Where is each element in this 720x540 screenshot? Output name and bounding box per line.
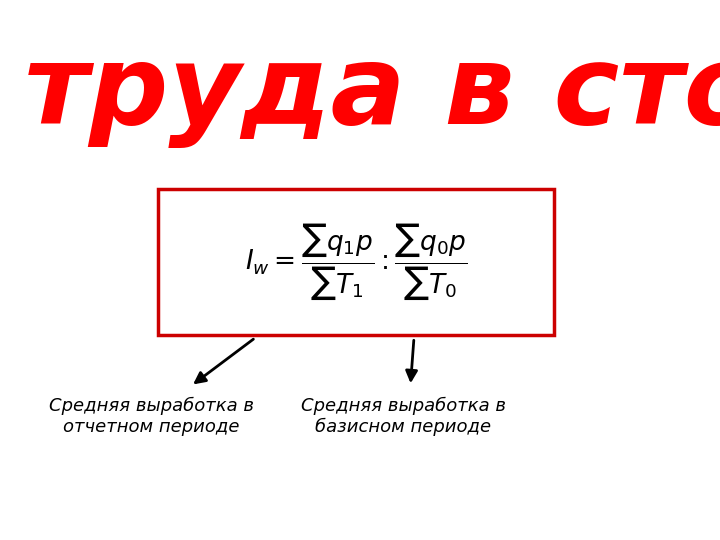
- Text: Средняя выработка в
отчетном периоде: Средняя выработка в отчетном периоде: [49, 397, 253, 436]
- FancyBboxPatch shape: [158, 189, 554, 335]
- Text: Сводный индекс производительности труда в стоимостном выражении (по выработке): Сводный индекс производительности труда …: [0, 36, 720, 147]
- Text: Средняя выработка в
базисном периоде: Средняя выработка в базисном периоде: [301, 397, 505, 436]
- Text: $\mathit{I_w} = \dfrac{\sum \mathit{q_1 p}}{\sum \mathit{T_1}} : \dfrac{\sum \ma: $\mathit{I_w} = \dfrac{\sum \mathit{q_1 …: [245, 222, 468, 302]
